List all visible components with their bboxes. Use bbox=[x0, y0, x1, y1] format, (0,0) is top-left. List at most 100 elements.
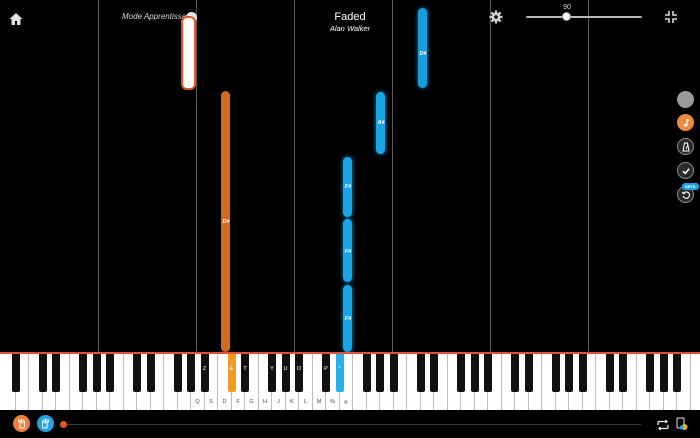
loop-icon[interactable] bbox=[656, 418, 670, 431]
falling-note bbox=[343, 157, 352, 217]
note-label: F# bbox=[344, 316, 352, 322]
guide-line bbox=[588, 0, 589, 352]
key-shortcut-label: H bbox=[263, 399, 267, 405]
key-shortcut-label: F bbox=[236, 399, 240, 405]
key-shortcut-label: % bbox=[330, 399, 335, 405]
left-hand-icon[interactable] bbox=[13, 415, 30, 432]
black-key[interactable] bbox=[133, 354, 141, 392]
black-key[interactable] bbox=[322, 354, 330, 392]
key-shortcut-label: T bbox=[243, 366, 247, 372]
black-key[interactable] bbox=[200, 354, 209, 392]
home-icon[interactable] bbox=[8, 11, 24, 27]
guide-line bbox=[98, 0, 99, 352]
progress-track[interactable] bbox=[63, 424, 641, 425]
song-title: Faded bbox=[334, 11, 366, 23]
black-key[interactable] bbox=[416, 354, 425, 392]
key-shortcut-label: U bbox=[283, 366, 288, 372]
wait-mode-icon[interactable] bbox=[676, 417, 688, 431]
black-key[interactable] bbox=[524, 354, 533, 392]
bottom-toolbar bbox=[0, 410, 700, 438]
black-key[interactable] bbox=[92, 354, 101, 392]
exit-fullscreen-icon[interactable] bbox=[664, 10, 678, 24]
black-key[interactable] bbox=[335, 354, 344, 392]
falling-note bbox=[418, 8, 427, 88]
black-key[interactable] bbox=[551, 354, 560, 392]
black-key[interactable] bbox=[389, 354, 398, 392]
falling-note bbox=[221, 91, 230, 352]
black-key[interactable] bbox=[659, 354, 668, 392]
guide-line bbox=[392, 0, 393, 352]
black-key[interactable] bbox=[511, 354, 519, 392]
black-key[interactable] bbox=[173, 354, 182, 392]
black-key[interactable] bbox=[106, 354, 114, 392]
black-key[interactable] bbox=[295, 354, 303, 392]
black-key[interactable] bbox=[227, 354, 236, 392]
progress-thumb[interactable] bbox=[60, 421, 67, 428]
music-note-icon[interactable] bbox=[677, 114, 694, 131]
black-key[interactable] bbox=[470, 354, 479, 392]
key-shortcut-label: K bbox=[290, 399, 294, 405]
black-key[interactable] bbox=[673, 354, 681, 392]
black-key[interactable] bbox=[605, 354, 614, 392]
replay-icon[interactable] bbox=[677, 186, 694, 203]
black-key[interactable] bbox=[457, 354, 465, 392]
key-shortcut-label: J bbox=[277, 399, 280, 405]
black-key[interactable] bbox=[38, 354, 47, 392]
note-label: F# bbox=[344, 184, 352, 190]
key-shortcut-label: P bbox=[324, 366, 328, 372]
black-key[interactable] bbox=[646, 354, 654, 392]
note-label: D# bbox=[222, 219, 230, 225]
black-key[interactable] bbox=[241, 354, 249, 392]
key-shortcut-label: L bbox=[303, 399, 308, 405]
key-shortcut-label: Y bbox=[270, 366, 274, 372]
black-key[interactable] bbox=[376, 354, 384, 392]
black-key[interactable] bbox=[281, 354, 290, 392]
speed-value: 90 bbox=[563, 4, 571, 11]
black-key[interactable] bbox=[484, 354, 492, 392]
right-hand-icon[interactable] bbox=[37, 415, 54, 432]
black-key[interactable] bbox=[619, 354, 627, 392]
falling-note bbox=[343, 285, 352, 352]
mode-selector-label[interactable]: Mode Apprentissage bbox=[122, 12, 196, 21]
guide-line bbox=[196, 0, 197, 352]
key-shortcut-label: E bbox=[229, 366, 234, 372]
black-key[interactable] bbox=[565, 354, 573, 392]
falling-note bbox=[376, 92, 385, 154]
note-label: A# bbox=[377, 120, 385, 126]
key-shortcut-label: Z bbox=[202, 366, 207, 372]
guide-line bbox=[294, 0, 295, 352]
note-label: F# bbox=[344, 249, 352, 255]
key-shortcut-label: S bbox=[209, 399, 213, 405]
note-label: D# bbox=[419, 51, 427, 57]
black-key[interactable] bbox=[578, 354, 587, 392]
key-shortcut-label: G bbox=[249, 399, 254, 405]
speed-slider-track[interactable] bbox=[526, 16, 642, 18]
falling-note bbox=[181, 16, 196, 90]
key-shortcut-label: Q bbox=[195, 399, 200, 405]
key-shortcut-label: µ bbox=[344, 399, 348, 405]
key-shortcut-label: M bbox=[316, 399, 322, 405]
beta-badge: BETA bbox=[682, 183, 699, 190]
check-icon[interactable] bbox=[677, 162, 694, 179]
black-key[interactable] bbox=[52, 354, 60, 392]
guide-line bbox=[490, 0, 491, 352]
falling-note bbox=[343, 219, 352, 282]
key-shortcut-label: * bbox=[338, 366, 341, 372]
gear-icon[interactable] bbox=[489, 10, 503, 24]
metronome-icon[interactable] bbox=[677, 138, 694, 155]
black-key[interactable] bbox=[430, 354, 438, 392]
song-artist: Alan Walker bbox=[329, 24, 371, 33]
key-shortcut-label: O bbox=[296, 366, 302, 372]
black-key[interactable] bbox=[362, 354, 371, 392]
black-key[interactable] bbox=[187, 354, 195, 392]
black-key[interactable] bbox=[146, 354, 155, 392]
speed-slider-thumb[interactable] bbox=[562, 12, 571, 21]
circle-icon[interactable] bbox=[677, 91, 694, 108]
piano-keyboard[interactable]: Z E T Y U O P * Q S D F G H J K L M% µ bbox=[0, 352, 700, 410]
black-key[interactable] bbox=[11, 354, 20, 392]
black-key[interactable] bbox=[268, 354, 276, 392]
black-key[interactable] bbox=[79, 354, 87, 392]
white-key[interactable] bbox=[690, 354, 700, 410]
key-shortcut-label: D bbox=[222, 399, 227, 405]
